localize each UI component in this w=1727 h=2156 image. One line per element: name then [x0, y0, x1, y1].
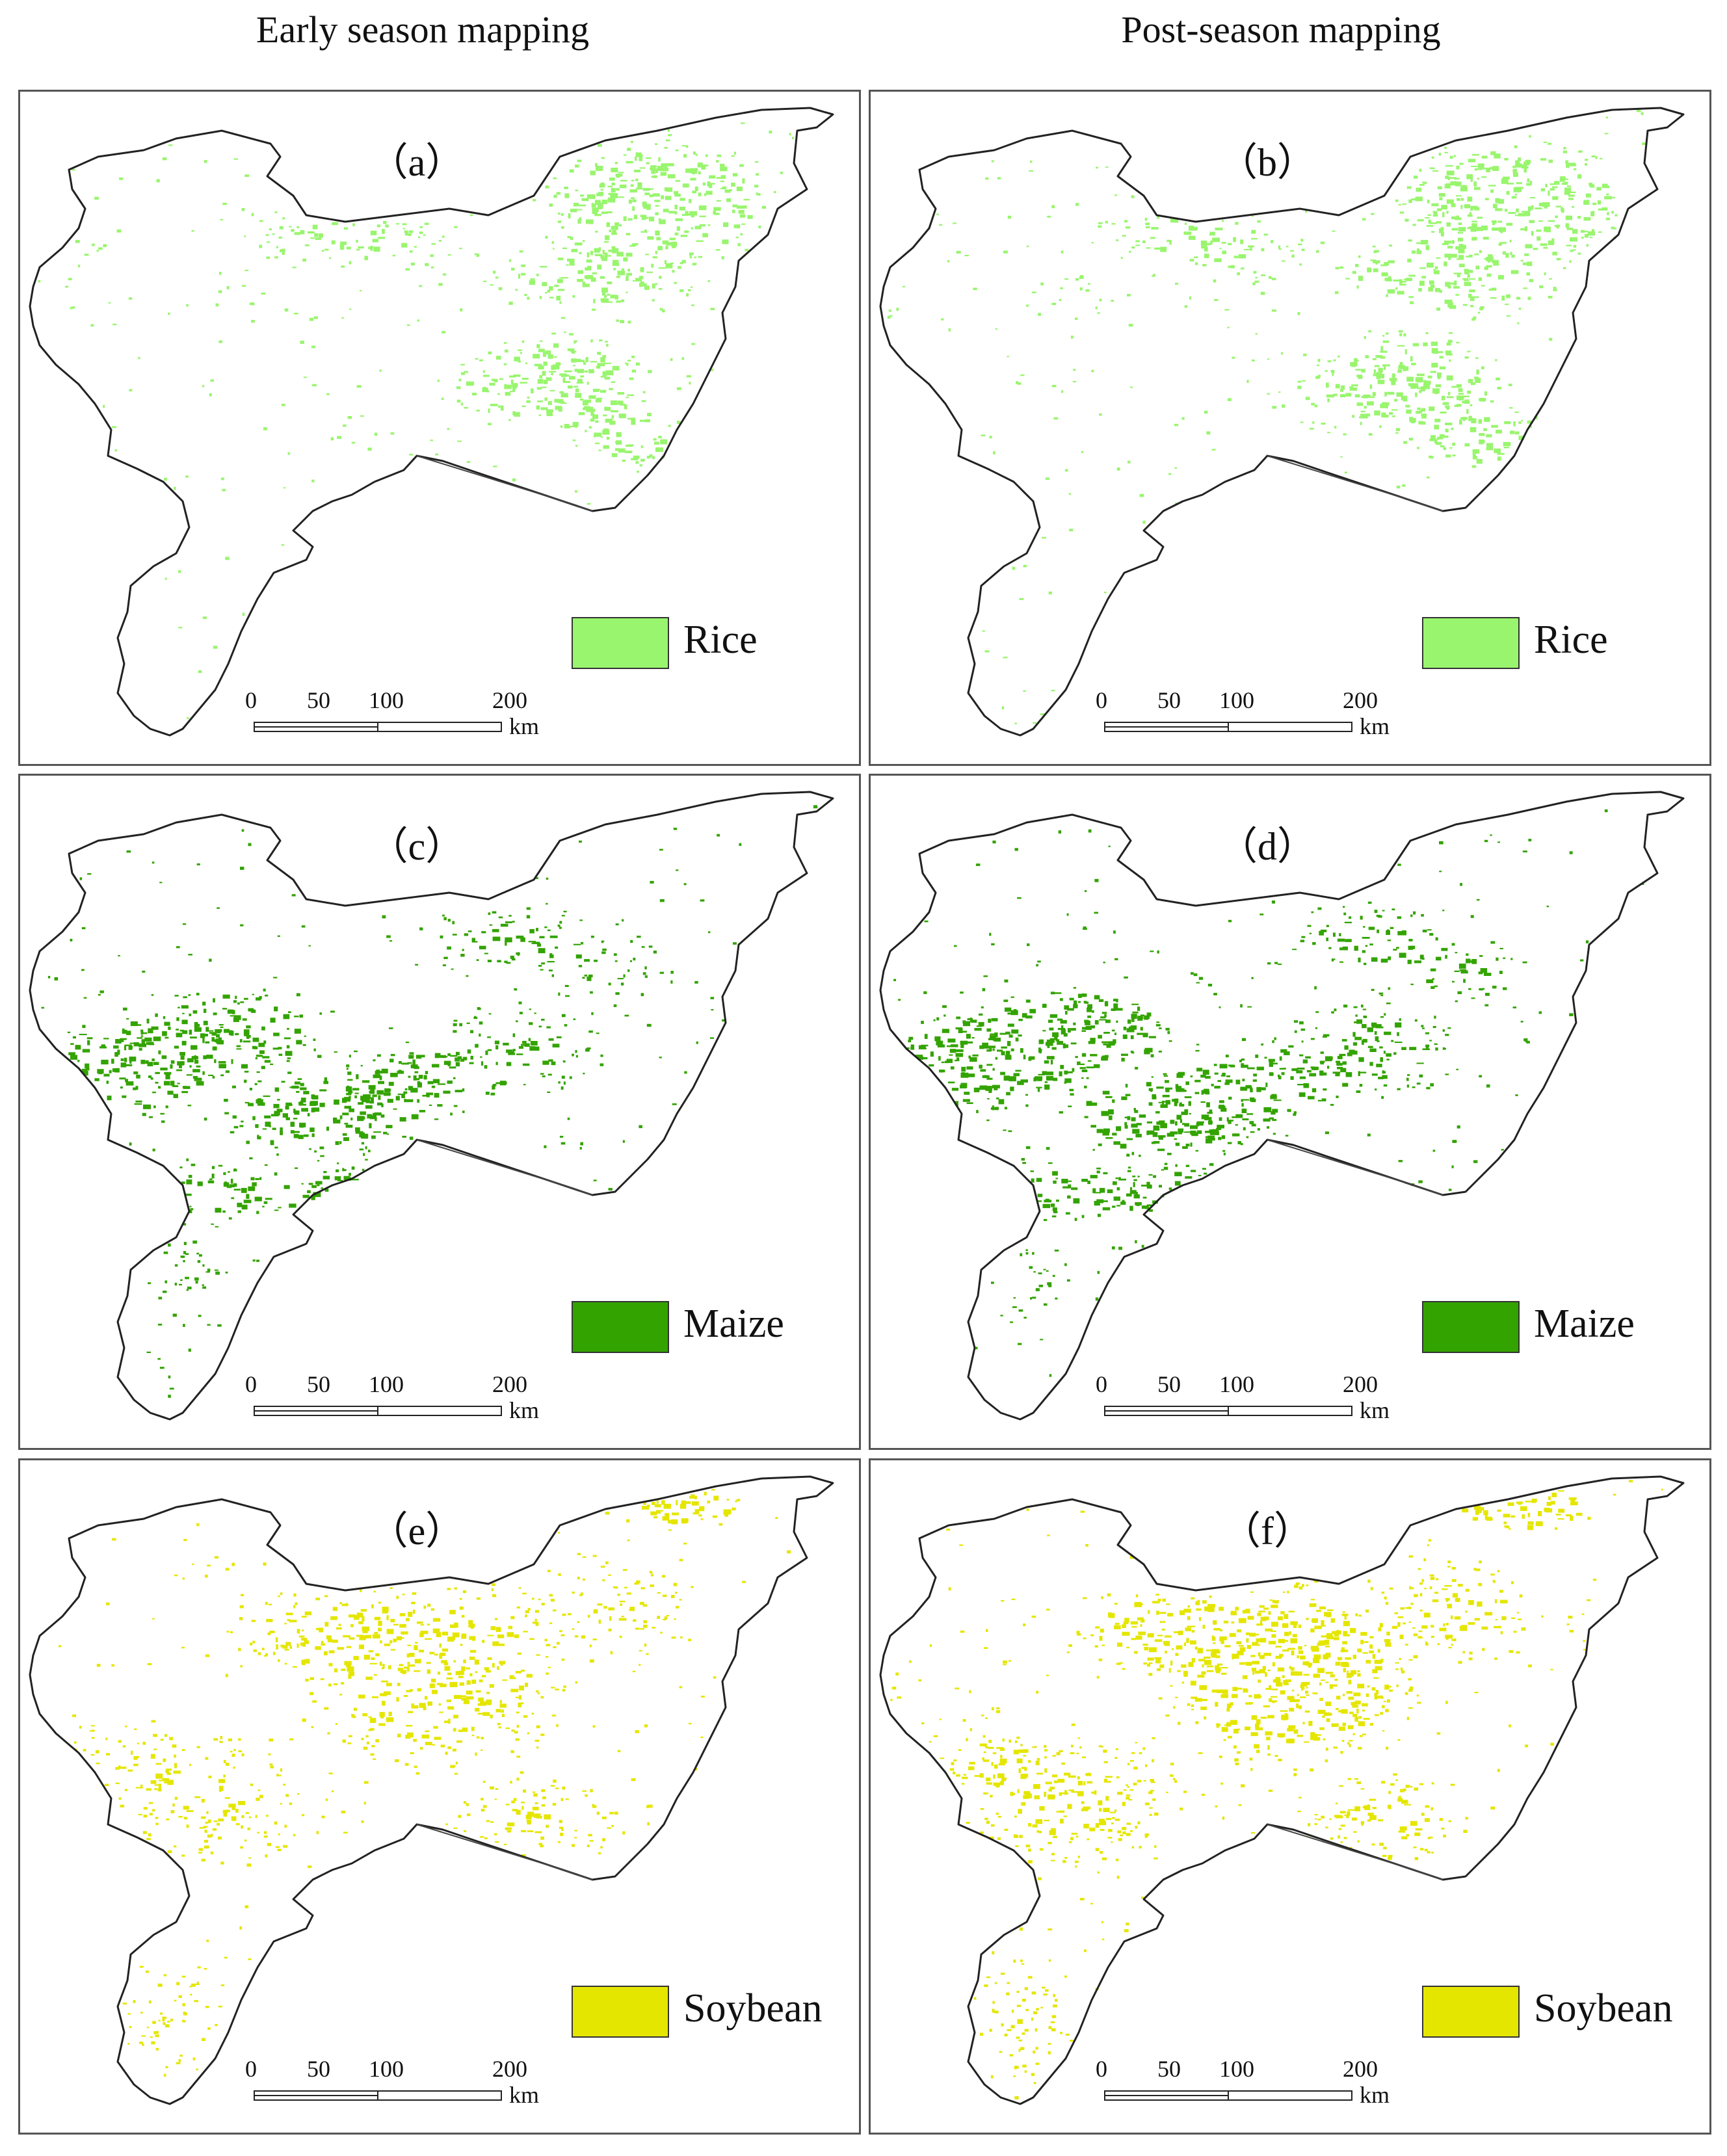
legend-swatch: [1422, 1986, 1520, 2038]
map-panel-d: 0 50 100 200 km （d） Maize: [869, 774, 1711, 1450]
panel-label: （c）: [369, 825, 465, 868]
region-map: [879, 1475, 1685, 2105]
region-boundary: [29, 791, 834, 1421]
region-boundary: [29, 1475, 834, 2105]
region-boundary: [879, 107, 1685, 737]
boundary-segment: [416, 1824, 593, 1880]
scale-tick-label: 200: [1343, 687, 1378, 713]
scale-tick-label: 50: [1157, 1371, 1181, 1397]
region-boundary: [879, 1475, 1685, 2105]
legend-label: Soybean: [1534, 1986, 1673, 2031]
panel-label: （f）: [1222, 1510, 1313, 1553]
legend-swatch: [1422, 617, 1520, 669]
scale-tick-label: 0: [245, 687, 257, 713]
panel-label: （e）: [369, 1510, 465, 1553]
scale-unit: km: [509, 2082, 540, 2108]
legend-label: Maize: [1534, 1302, 1635, 1346]
scale-tick-label: 50: [307, 687, 330, 713]
region-boundary: [879, 791, 1685, 1421]
region-map: [879, 107, 1685, 737]
region-map: [29, 107, 834, 737]
scale-tick-label: 50: [1157, 687, 1181, 713]
scale-tick-label: 100: [1219, 1371, 1254, 1397]
scale-tick-label: 0: [245, 1371, 257, 1397]
scale-tick-label: 100: [1219, 687, 1254, 713]
legend-swatch: [572, 617, 669, 669]
boundary-segment: [1267, 1139, 1444, 1196]
scale-tick-label: 50: [307, 2056, 330, 2082]
scale-unit: km: [1360, 713, 1390, 739]
scale-tick-label: 100: [369, 687, 404, 713]
scale-tick-label: 200: [1343, 1371, 1378, 1397]
legend-swatch: [572, 1986, 669, 2038]
scale-tick-label: 200: [492, 1371, 527, 1397]
scale-tick-label: 200: [1343, 2056, 1378, 2082]
crop-distribution: [59, 1489, 791, 2077]
boundary-segment: [416, 1139, 593, 1196]
boundary-segment: [416, 455, 593, 512]
scale-tick-label: 0: [1096, 2056, 1107, 2082]
crop-distribution: [887, 109, 1646, 724]
crop-distribution: [893, 809, 1644, 1377]
scale-bar: [1104, 2090, 1352, 2101]
scale-tick-label: 100: [369, 1371, 404, 1397]
scale-bar: [254, 1406, 502, 1416]
map-panel-e: 0 50 100 200 km （e） Soybean: [18, 1458, 861, 2135]
legend-swatch: [572, 1301, 669, 1353]
legend-label: Rice: [1534, 618, 1608, 662]
scale-tick-label: 100: [369, 2056, 404, 2082]
legend-label: Maize: [683, 1302, 784, 1346]
legend-label: Soybean: [683, 1986, 823, 2031]
crop-distribution: [38, 122, 795, 719]
map-panel-f: 0 50 100 200 km （f） Soybean: [869, 1458, 1711, 2135]
scale-tick-label: 0: [1096, 1371, 1107, 1397]
legend-label: Rice: [683, 618, 758, 662]
scale-tick-label: 50: [1157, 2056, 1181, 2082]
scale-tick-label: 0: [1096, 687, 1107, 713]
map-panel-c: 0 50 100 200 km （c） Maize: [18, 774, 861, 1450]
panel-label: （b）: [1219, 141, 1316, 184]
scale-unit: km: [509, 713, 540, 739]
region-boundary: [29, 107, 834, 737]
column-title-early: Early season mapping: [256, 8, 590, 51]
map-panel-b: 0 50 100 200 km （b） Rice: [869, 90, 1711, 766]
scale-bar: [1104, 722, 1352, 732]
scale-unit: km: [1360, 1397, 1390, 1423]
scale-tick-label: 0: [245, 2056, 257, 2082]
scale-tick-label: 200: [492, 687, 527, 713]
scale-bar: [254, 2090, 502, 2101]
scale-tick-label: 50: [307, 1371, 330, 1397]
scale-unit: km: [1360, 2082, 1390, 2108]
crop-distribution: [890, 1480, 1663, 2099]
scale-tick-label: 200: [492, 2056, 527, 2082]
region-map: [879, 791, 1685, 1421]
region-map: [29, 791, 834, 1421]
scale-bar: [254, 722, 502, 732]
boundary-segment: [1267, 1824, 1444, 1880]
panel-label: （a）: [369, 141, 465, 184]
legend-swatch: [1422, 1301, 1520, 1353]
scale-bar: [1104, 1406, 1352, 1416]
column-title-post: Post-season mapping: [1121, 8, 1441, 51]
scale-unit: km: [509, 1397, 540, 1423]
scale-tick-label: 100: [1219, 2056, 1254, 2082]
region-map: [29, 1475, 834, 2105]
boundary-segment: [1267, 455, 1444, 512]
crop-distribution: [41, 805, 818, 1398]
panel-label: （d）: [1219, 825, 1316, 868]
map-panel-a: 0 50 100 200 km （a） Rice: [18, 90, 861, 766]
